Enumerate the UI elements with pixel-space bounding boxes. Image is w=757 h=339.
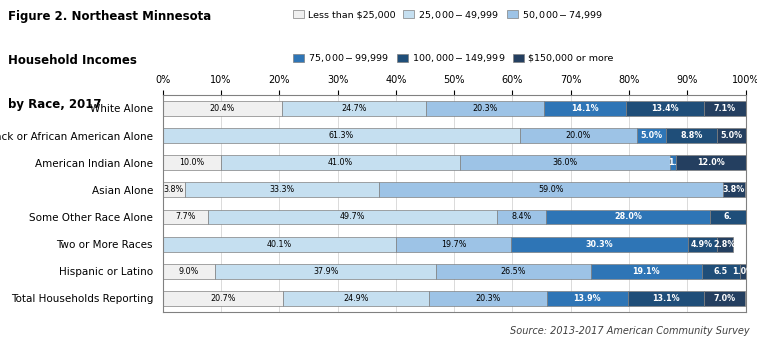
Text: 5.0%: 5.0% <box>721 131 743 140</box>
Text: 19.1%: 19.1% <box>632 267 660 276</box>
Bar <box>221 155 460 170</box>
Text: Household Incomes: Household Incomes <box>8 54 136 67</box>
Text: 20.3%: 20.3% <box>472 104 497 113</box>
Bar <box>215 264 436 279</box>
Bar <box>185 182 379 197</box>
Text: 3.8%: 3.8% <box>164 185 184 194</box>
Text: 6.: 6. <box>723 213 732 221</box>
Bar <box>163 128 520 143</box>
Text: 28.0%: 28.0% <box>614 213 642 221</box>
Text: 3.8%: 3.8% <box>723 185 745 194</box>
Bar <box>723 182 745 197</box>
Bar <box>428 291 547 306</box>
Bar <box>511 237 688 252</box>
Text: 4.9%: 4.9% <box>691 240 713 248</box>
Legend: $75,000-$99,999, $100,000-$149,999, $150,000 or more: $75,000-$99,999, $100,000-$149,999, $150… <box>293 52 613 64</box>
Bar <box>283 291 428 306</box>
Bar <box>207 210 497 224</box>
Text: 7.7%: 7.7% <box>175 213 195 221</box>
Text: 49.7%: 49.7% <box>340 213 365 221</box>
Text: 36.0%: 36.0% <box>553 158 578 167</box>
Bar <box>709 210 746 224</box>
Text: 13.9%: 13.9% <box>574 294 601 303</box>
Bar <box>547 210 709 224</box>
Bar <box>716 237 733 252</box>
Text: Figure 2. Northeast Minnesota: Figure 2. Northeast Minnesota <box>8 10 210 23</box>
Text: 12.0%: 12.0% <box>696 158 724 167</box>
Bar <box>163 101 282 116</box>
Bar <box>282 101 425 116</box>
Text: 5.0%: 5.0% <box>640 131 662 140</box>
Bar <box>676 155 746 170</box>
Bar <box>666 128 717 143</box>
Text: 13.1%: 13.1% <box>653 294 680 303</box>
Text: 13.4%: 13.4% <box>651 104 679 113</box>
Bar <box>163 291 283 306</box>
Text: 26.5%: 26.5% <box>500 267 526 276</box>
Bar <box>590 264 702 279</box>
Text: by Race, 2017: by Race, 2017 <box>8 98 101 111</box>
Text: 24.9%: 24.9% <box>343 294 369 303</box>
Text: 24.7%: 24.7% <box>341 104 366 113</box>
Text: 30.3%: 30.3% <box>586 240 613 248</box>
Bar <box>637 128 666 143</box>
Bar <box>163 155 221 170</box>
Bar <box>717 128 746 143</box>
Bar <box>163 210 207 224</box>
Bar <box>628 291 704 306</box>
Text: 20.4%: 20.4% <box>210 104 235 113</box>
Text: 20.3%: 20.3% <box>475 294 500 303</box>
Text: 2.8%: 2.8% <box>714 240 736 248</box>
Text: 7.1%: 7.1% <box>714 104 736 113</box>
Text: 1.0%: 1.0% <box>732 267 754 276</box>
Text: 1.: 1. <box>668 158 677 167</box>
Text: 6.5: 6.5 <box>714 267 728 276</box>
Bar <box>740 264 746 279</box>
Bar <box>397 237 511 252</box>
Bar <box>163 237 397 252</box>
Bar <box>704 291 745 306</box>
Text: 8.8%: 8.8% <box>681 131 702 140</box>
Text: 61.3%: 61.3% <box>329 131 354 140</box>
Bar <box>544 101 626 116</box>
Text: 14.1%: 14.1% <box>572 104 599 113</box>
Text: 20.7%: 20.7% <box>210 294 236 303</box>
Text: 10.0%: 10.0% <box>179 158 204 167</box>
Bar <box>670 155 676 170</box>
Bar <box>626 101 704 116</box>
Text: 8.4%: 8.4% <box>512 213 532 221</box>
Text: 33.3%: 33.3% <box>269 185 294 194</box>
Bar <box>379 182 723 197</box>
Text: 7.0%: 7.0% <box>714 294 736 303</box>
Bar <box>547 291 628 306</box>
Bar <box>436 264 590 279</box>
Text: Source: 2013-2017 American Community Survey: Source: 2013-2017 American Community Sur… <box>509 326 749 336</box>
Text: 41.0%: 41.0% <box>328 158 354 167</box>
Bar <box>704 101 746 116</box>
Bar <box>520 128 637 143</box>
Text: 40.1%: 40.1% <box>267 240 292 248</box>
Bar <box>702 264 740 279</box>
Bar <box>497 210 547 224</box>
Bar <box>425 101 544 116</box>
Bar <box>688 237 717 252</box>
Text: 20.0%: 20.0% <box>565 131 591 140</box>
Bar <box>460 155 670 170</box>
Text: 19.7%: 19.7% <box>441 240 466 248</box>
Text: 9.0%: 9.0% <box>179 267 199 276</box>
Bar <box>163 182 185 197</box>
Text: 59.0%: 59.0% <box>538 185 564 194</box>
Text: 37.9%: 37.9% <box>313 267 338 276</box>
Bar <box>163 264 215 279</box>
